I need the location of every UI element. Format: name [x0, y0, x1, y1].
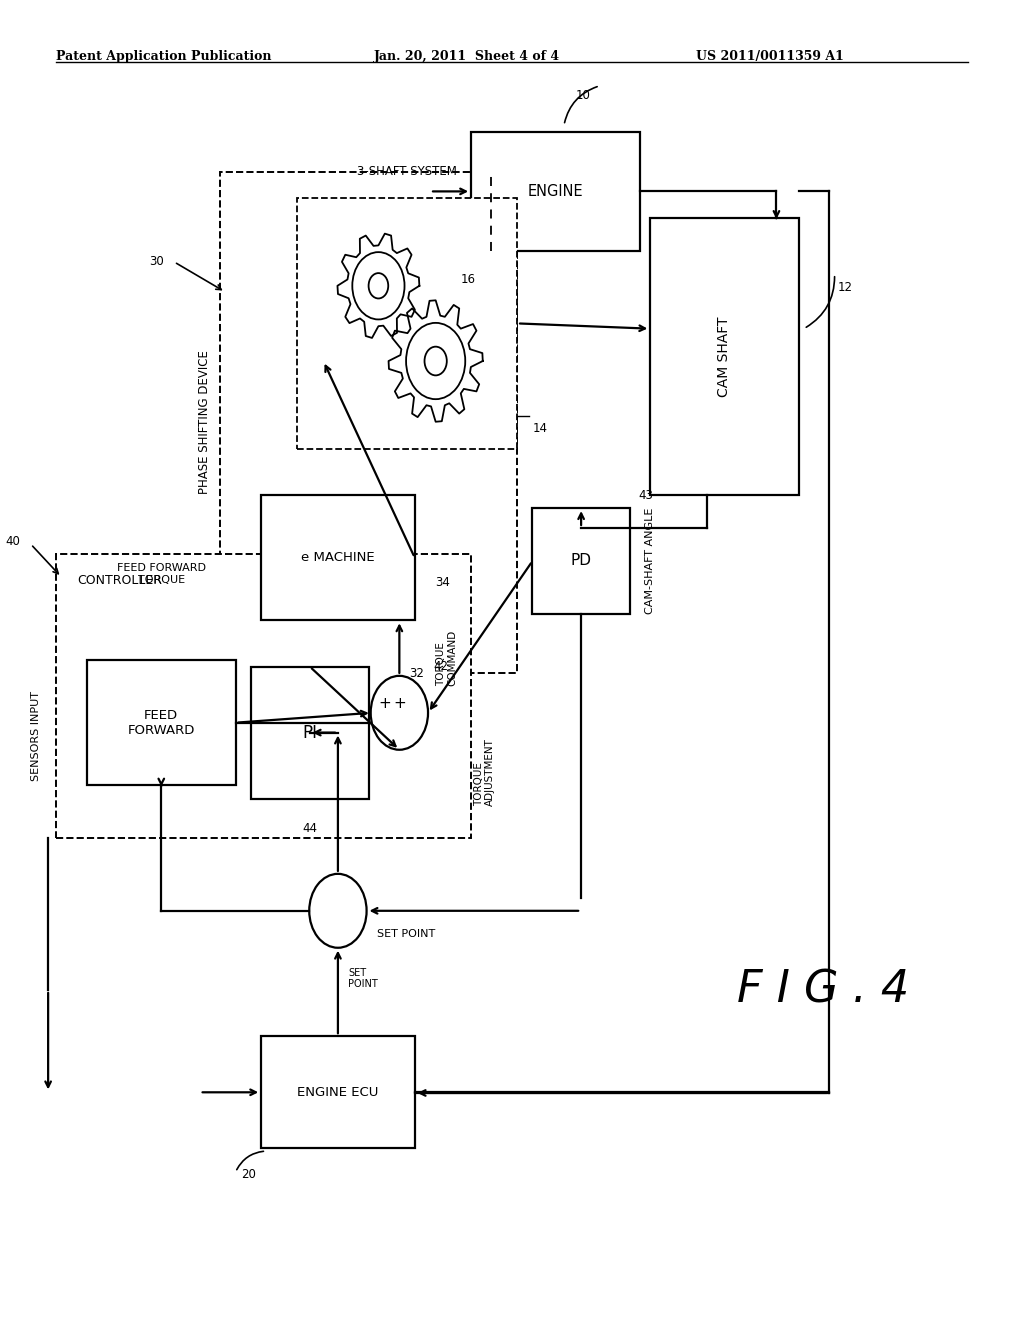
Text: Patent Application Publication: Patent Application Publication: [56, 50, 271, 63]
FancyBboxPatch shape: [56, 554, 471, 838]
Text: 20: 20: [241, 1168, 256, 1181]
FancyBboxPatch shape: [251, 667, 369, 799]
FancyBboxPatch shape: [220, 172, 517, 673]
Text: PD: PD: [570, 553, 592, 569]
Text: +: +: [379, 696, 391, 711]
Text: FEED
FORWARD: FEED FORWARD: [128, 709, 195, 737]
Text: 40: 40: [5, 535, 20, 548]
Text: SENSORS INPUT: SENSORS INPUT: [31, 690, 41, 781]
Text: ENGINE ECU: ENGINE ECU: [297, 1086, 379, 1098]
Text: 30: 30: [150, 255, 164, 268]
FancyBboxPatch shape: [471, 132, 640, 251]
Text: SET POINT: SET POINT: [377, 929, 435, 940]
Circle shape: [371, 676, 428, 750]
Text: ENGINE: ENGINE: [527, 183, 584, 199]
Text: 32: 32: [410, 667, 425, 680]
FancyBboxPatch shape: [87, 660, 236, 785]
Text: FEED FORWARD
TORQUE: FEED FORWARD TORQUE: [117, 564, 206, 585]
Text: 42: 42: [433, 660, 449, 673]
Text: PI: PI: [302, 723, 317, 742]
Text: US 2011/0011359 A1: US 2011/0011359 A1: [696, 50, 844, 63]
FancyBboxPatch shape: [297, 198, 517, 449]
Text: CONTROLLER: CONTROLLER: [77, 574, 162, 587]
FancyBboxPatch shape: [261, 495, 415, 620]
Text: CAM SHAFT: CAM SHAFT: [718, 317, 731, 396]
Text: F I G . 4: F I G . 4: [737, 969, 909, 1011]
Text: 12: 12: [838, 281, 853, 293]
Text: SET
POINT: SET POINT: [348, 968, 378, 989]
Text: 43: 43: [638, 488, 653, 502]
Text: TORQUE
ADJUSTMENT: TORQUE ADJUSTMENT: [473, 738, 496, 807]
FancyBboxPatch shape: [650, 218, 799, 495]
Text: CAM-SHAFT ANGLE: CAM-SHAFT ANGLE: [645, 508, 655, 614]
Circle shape: [425, 347, 446, 375]
Text: 10: 10: [575, 88, 591, 102]
Text: 14: 14: [532, 422, 548, 436]
Text: 44: 44: [302, 822, 317, 836]
Text: e MACHINE: e MACHINE: [301, 552, 375, 564]
Text: 3-SHAFT SYSTEM: 3-SHAFT SYSTEM: [357, 165, 457, 178]
Text: TORQUE
COMMAND: TORQUE COMMAND: [436, 630, 458, 686]
Text: 16: 16: [461, 273, 475, 286]
Text: 34: 34: [435, 577, 451, 589]
Text: PHASE SHIFTING DEVICE: PHASE SHIFTING DEVICE: [199, 351, 211, 494]
Text: Jan. 20, 2011  Sheet 4 of 4: Jan. 20, 2011 Sheet 4 of 4: [374, 50, 560, 63]
Circle shape: [309, 874, 367, 948]
FancyBboxPatch shape: [261, 1036, 415, 1148]
Text: +: +: [393, 696, 406, 711]
FancyBboxPatch shape: [532, 508, 630, 614]
Circle shape: [369, 273, 388, 298]
